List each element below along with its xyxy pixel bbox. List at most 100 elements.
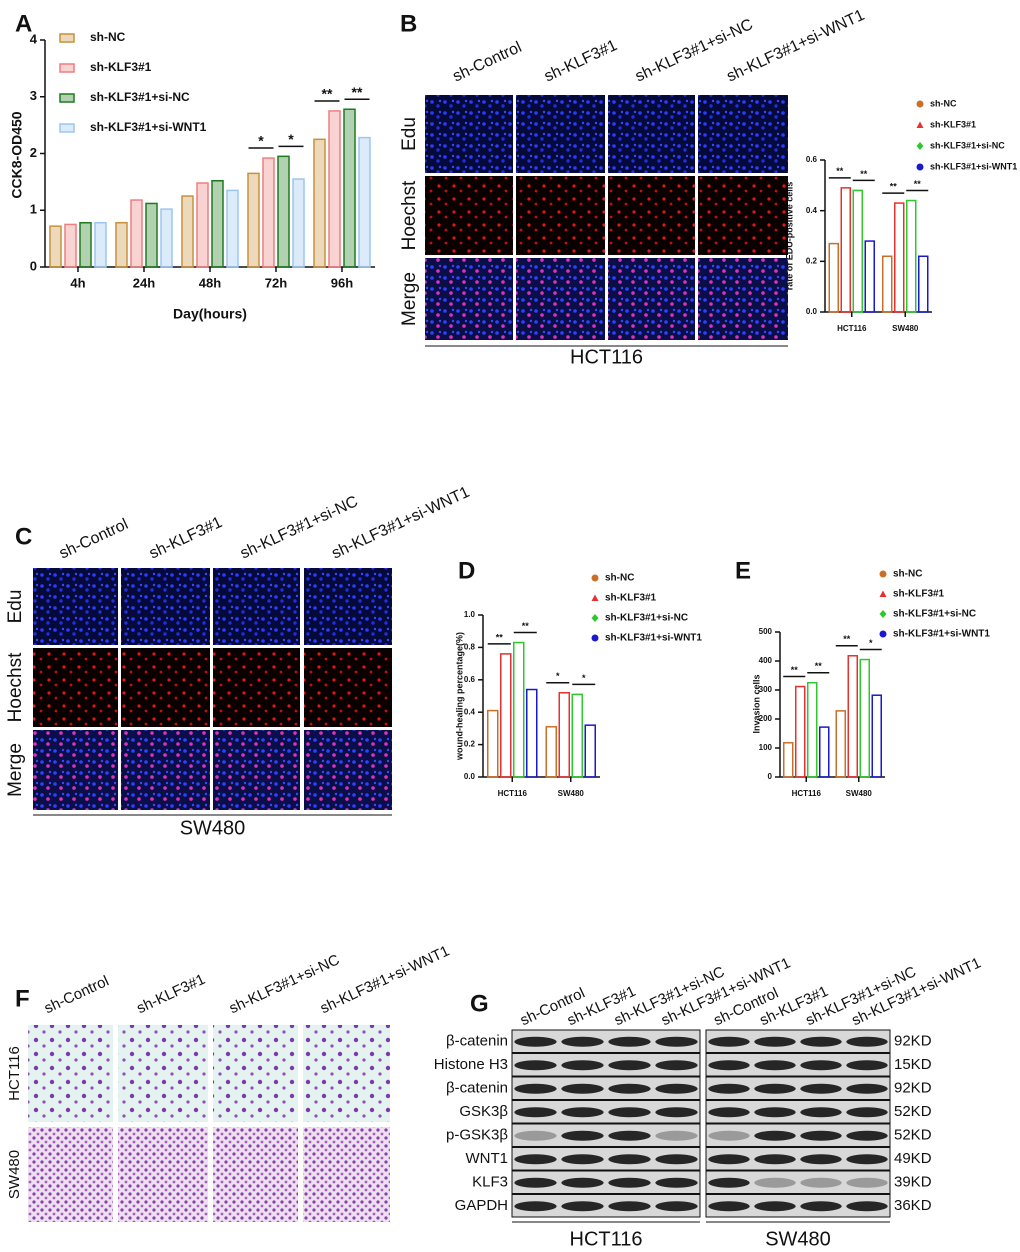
group-label: SW480 [765,1228,831,1250]
micrograph [121,648,210,727]
blot-band [514,1083,557,1094]
blot-band [561,1083,604,1094]
micrograph [213,730,300,810]
blot-band [514,1154,557,1165]
x-tick-label: 72h [265,275,287,290]
row-label: Edu [5,590,26,624]
bar [852,189,863,313]
blot-band [561,1060,604,1071]
blot-strip [705,1053,891,1077]
blot-band [754,1201,796,1212]
y-tick-label: 0.0 [464,772,476,781]
y-axis-label: Invasion cells [751,674,761,733]
x-tick-label: SW480 [558,789,585,798]
bar [358,136,371,268]
y-tick-label: 1.0 [464,610,476,619]
legend-label: sh-KLF3#1+si-NC [605,613,688,624]
protein-label: p-GSK3β [446,1127,508,1144]
bar [115,221,128,268]
micrograph [213,648,300,727]
significance-label: ** [914,179,922,189]
bar [847,655,858,778]
protein-label: GSK3β [459,1103,508,1120]
micrograph [425,95,513,173]
legend-marker [879,590,887,597]
blot-band [561,1036,604,1047]
blot-band [561,1154,604,1165]
panel-letter: F [15,985,30,1012]
micrograph [698,95,788,173]
x-tick-label: SW480 [892,324,919,333]
blot-band [754,1060,796,1071]
y-axis-label: wound-healing percentage(%) [454,632,464,761]
blot-strip [705,1100,891,1124]
blot-band [800,1201,842,1212]
blot-strip [511,1123,701,1147]
legend-swatch [59,33,75,43]
blot-band [655,1154,698,1165]
legend-swatch [59,93,75,103]
y-tick-label: 0.2 [464,740,476,749]
blot-band [608,1083,651,1094]
bar [819,726,830,778]
protein-label: Histone H3 [434,1056,508,1073]
blot-band [754,1036,796,1047]
y-tick-label: 0.2 [806,256,818,265]
column-label: sh-KLF3#1 [542,37,620,86]
blot-band [846,1083,888,1094]
bar [783,742,794,778]
blot-strip [511,1170,701,1194]
blot-band [561,1177,604,1188]
bar [526,688,538,778]
bar [571,693,583,778]
bar [795,685,806,778]
micrograph [121,730,210,810]
blot-band [754,1083,796,1094]
blot-band [800,1154,842,1165]
bar [864,240,875,313]
y-tick-label: 0.6 [806,155,818,164]
bar [840,187,851,313]
legend-label: sh-KLF3#1 [930,119,976,129]
transwell-image [118,1025,208,1122]
legend-label: sh-NC [90,30,126,44]
significance-label: ** [322,86,333,102]
blot-band [608,1107,651,1118]
legend-marker [591,574,599,582]
legend-marker [916,121,924,128]
micrograph [516,176,605,255]
legend-label: sh-KLF3#1+si-NC [893,609,976,620]
transwell-image [213,1127,298,1222]
legend-label: sh-KLF3#1 [90,60,152,74]
bar [226,189,239,268]
cell-line-label: HCT116 [570,346,643,368]
panel-letter: C [15,523,32,550]
significance-label: * [582,673,586,683]
blot-band [754,1107,796,1118]
x-tick-label: SW480 [846,789,873,798]
row-label: Hoechst [399,180,420,250]
blot-band [514,1177,557,1188]
legend-marker [591,594,599,601]
blot-strip [511,1147,701,1171]
micrograph [121,568,210,645]
y-tick-label: 4 [30,31,38,46]
blot-band [655,1083,698,1094]
significance-label: ** [496,632,504,642]
transwell-image [303,1127,390,1222]
micrograph [33,648,118,727]
bar [558,692,570,778]
blot-band [561,1201,604,1212]
legend-label: sh-KLF3#1 [893,589,945,600]
column-label: sh-KLF3#1 [134,971,208,1017]
blot-band [708,1130,750,1141]
bar [196,182,209,268]
blot-strip [511,1076,701,1100]
blot-band [800,1060,842,1071]
blot-band [608,1060,651,1071]
blot-band [514,1130,557,1141]
panel-letter: B [400,10,417,37]
micrograph [516,95,605,173]
x-tick-label: 48h [199,275,221,290]
blot-band [655,1107,698,1118]
